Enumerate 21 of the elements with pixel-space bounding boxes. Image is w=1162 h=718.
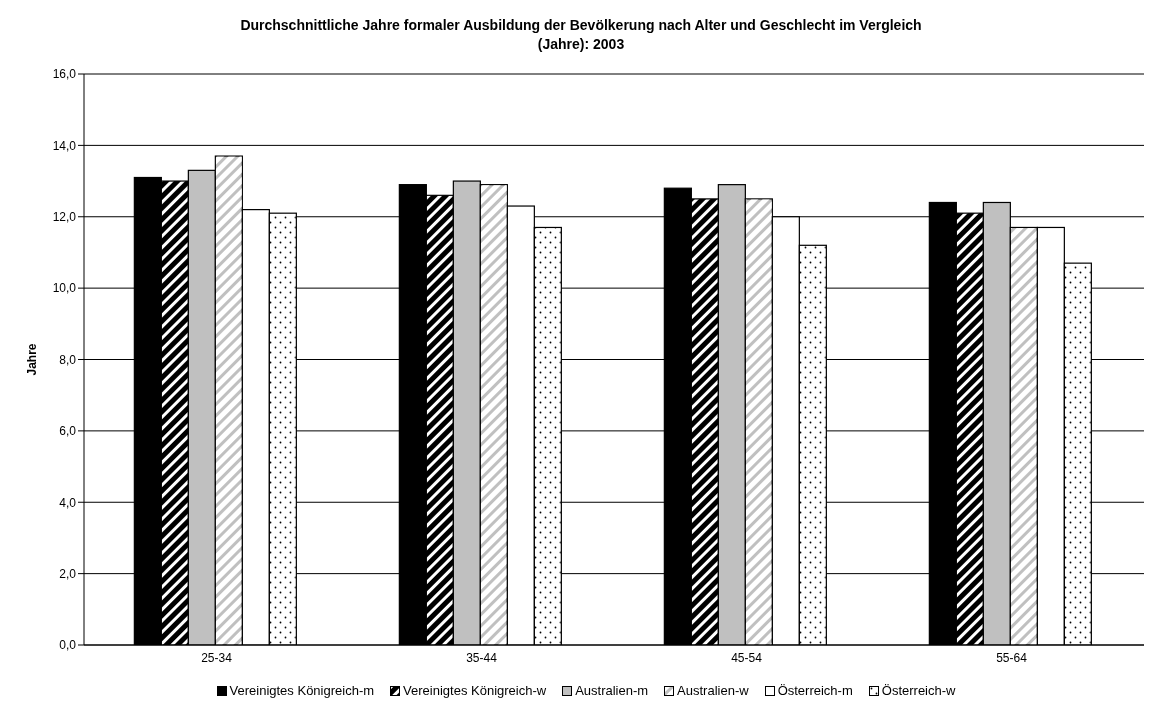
x-tick-label: 25-34 <box>201 650 233 665</box>
x-tick-label: 45-54 <box>731 650 763 665</box>
y-tick-label: 12,0 <box>52 210 77 225</box>
y-tick-label: 4,0 <box>59 495 77 510</box>
y-tick-label: 10,0 <box>52 281 77 296</box>
y-tick-label: 6,0 <box>59 424 77 439</box>
y-tick-label: 16,0 <box>52 67 77 82</box>
legend-label: Australien-w <box>676 683 749 698</box>
legend-label: Australien-m <box>574 683 649 698</box>
y-axis-title: Jahre <box>25 343 40 376</box>
chart-title: Durchschnittliche Jahre formaler Ausbildung der Bevölkerung nach Alter und Geschlecht im Vergleich (Jahre): 2003 <box>239 16 923 54</box>
legend-label: Vereinigtes Königreich-w <box>402 683 547 698</box>
legend-label: Österreich-m <box>776 683 853 698</box>
y-tick-label: 14,0 <box>52 138 77 153</box>
x-tick-label: 35-44 <box>466 650 498 665</box>
y-tick-label: 0,0 <box>59 638 77 653</box>
legend-label: Vereinigtes Königreich-m <box>228 683 375 698</box>
x-tick-label: 55-64 <box>996 650 1028 665</box>
y-tick-label: 8,0 <box>59 352 77 367</box>
legend-label: Österreich-w <box>880 683 956 698</box>
y-tick-label: 2,0 <box>59 566 77 581</box>
